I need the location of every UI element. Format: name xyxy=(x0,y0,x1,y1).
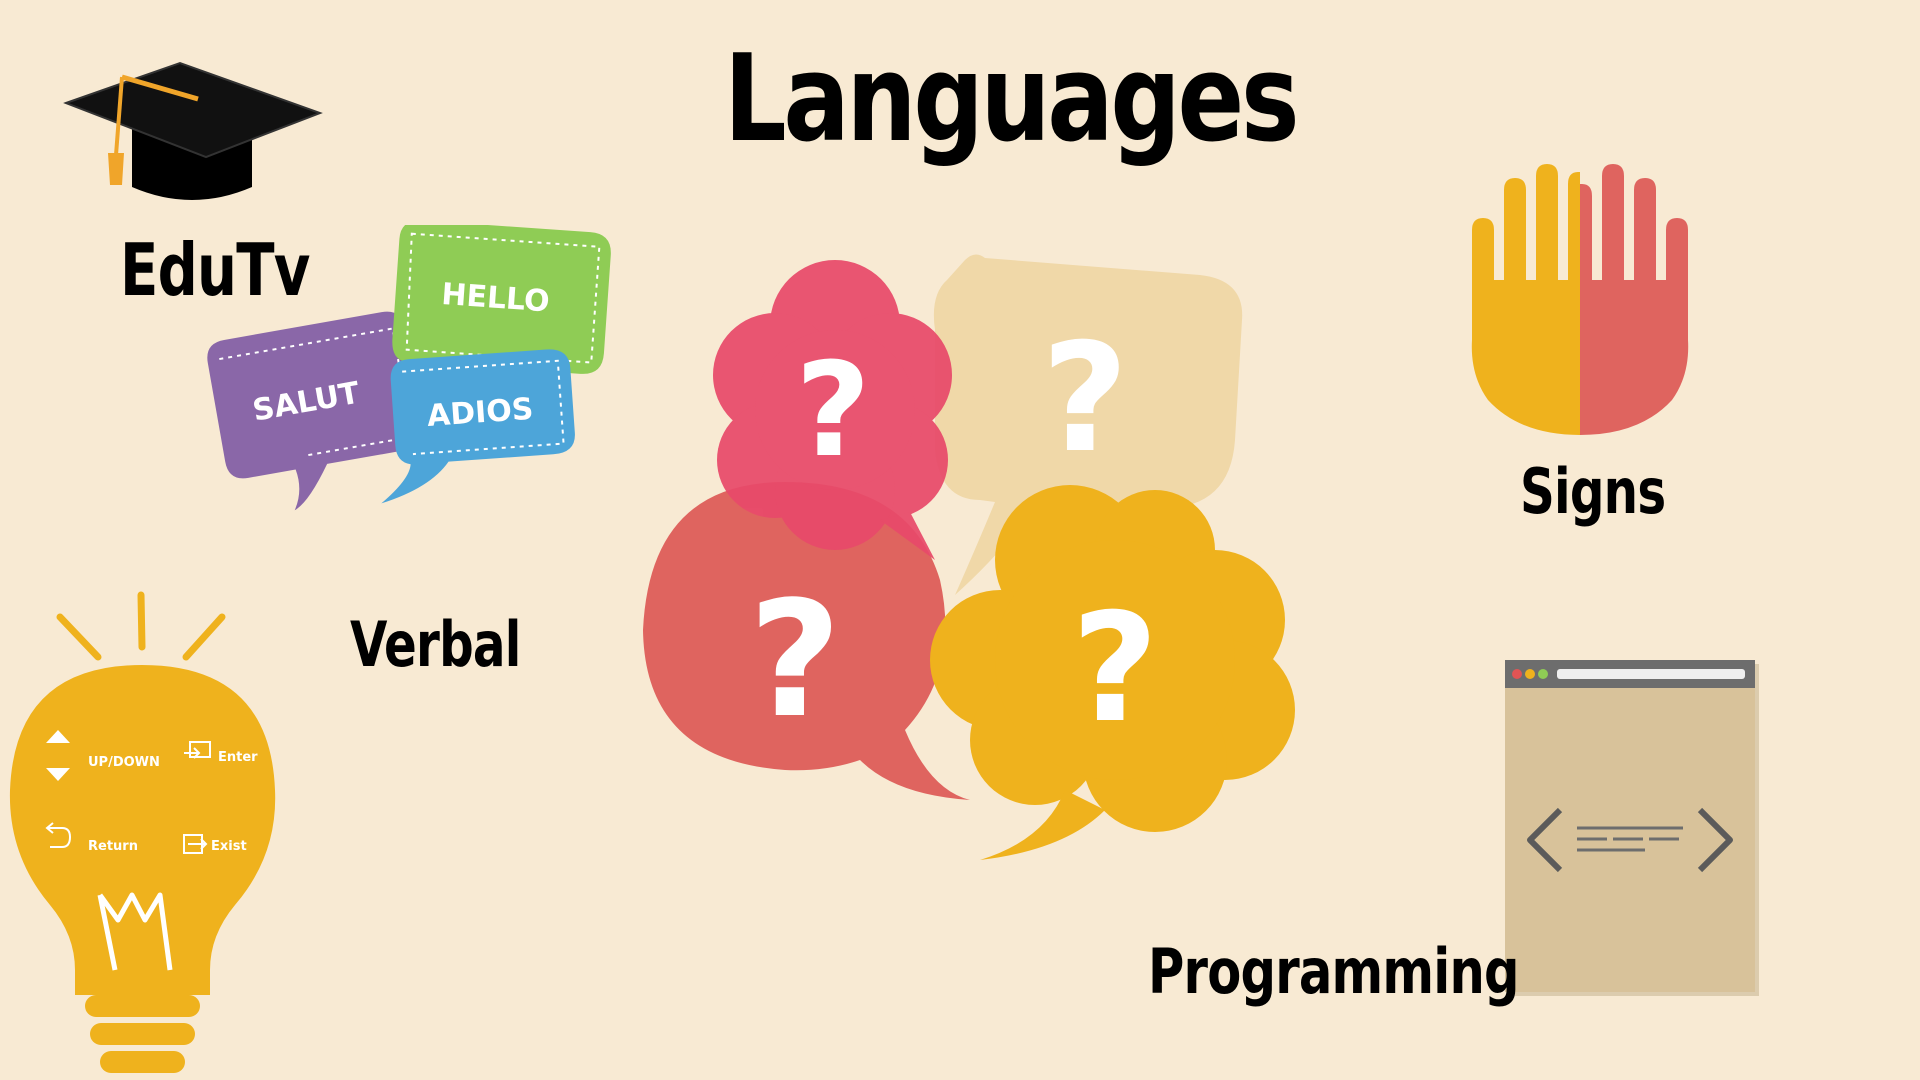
code-window-icon xyxy=(1505,660,1759,996)
hello-text: HELLO xyxy=(440,277,550,319)
updown-label: UP/DOWN xyxy=(88,755,160,770)
enter-icon xyxy=(184,741,211,759)
edutv-label: EduTv xyxy=(120,228,310,312)
exist-label: Exist xyxy=(211,839,247,854)
question-mark-pink: ? xyxy=(795,334,870,486)
programming-label: Programming xyxy=(1148,935,1520,1008)
lightbulb-icon: UP/DOWN Enter Return Exist xyxy=(9,591,276,1073)
signs-label: Signs xyxy=(1520,455,1666,528)
return-icon xyxy=(45,822,72,848)
return-label: Return xyxy=(88,839,138,854)
enter-label: Enter xyxy=(218,750,258,765)
page-title: Languages xyxy=(724,30,1300,169)
speech-bubbles-icon: SALUT HELLO ADIOS xyxy=(207,225,611,511)
question-mark-beige: ? xyxy=(1041,312,1128,486)
exist-icon xyxy=(183,834,208,854)
hands-icon xyxy=(1471,164,1689,435)
adios-text: ADIOS xyxy=(426,392,535,434)
question-mark-salmon: ? xyxy=(749,566,842,753)
verbal-label: Verbal xyxy=(350,608,521,681)
graduation-cap-icon xyxy=(63,61,323,200)
question-mark-yellow: ? xyxy=(1071,582,1158,756)
question-bubbles-icon: ? ? ? ? xyxy=(643,254,1295,860)
